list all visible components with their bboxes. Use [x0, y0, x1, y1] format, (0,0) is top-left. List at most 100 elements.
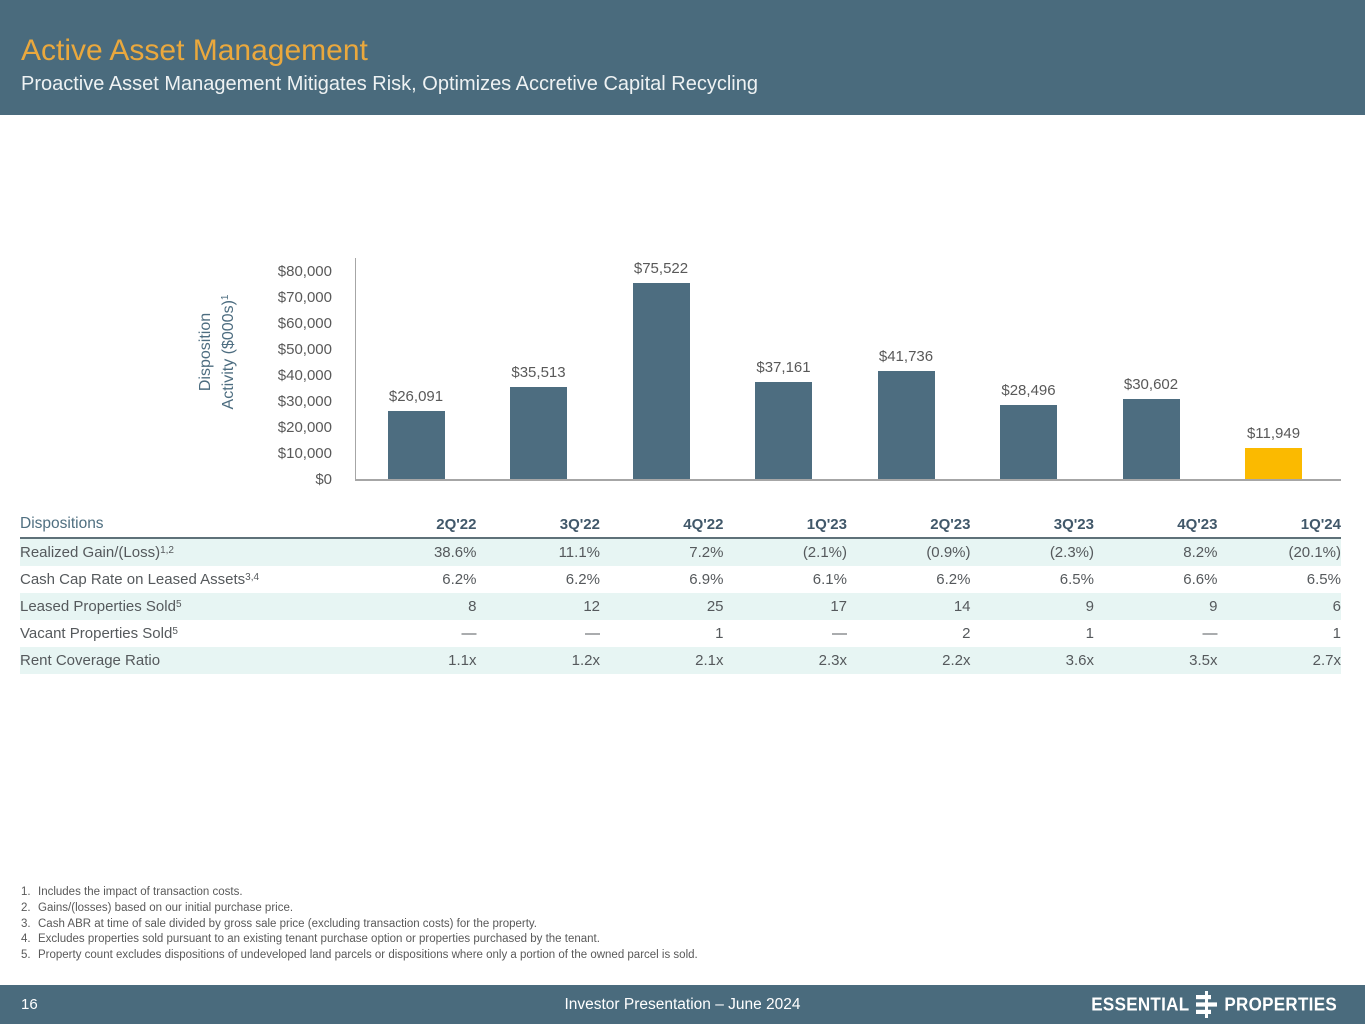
table-cell: 1	[1085, 625, 1094, 642]
quarter-column-header: 1Q'24	[1217, 511, 1341, 539]
table-cell: —	[832, 625, 847, 642]
y-axis-line	[355, 258, 356, 480]
row-label-superscript: 1,2	[160, 545, 174, 556]
table-cell: 8	[468, 598, 477, 615]
footnote-item: 5. Property count excludes dispositions o…	[21, 948, 698, 964]
table-cell: 1.1x	[448, 652, 477, 669]
y-tick-label: $30,000	[277, 393, 332, 410]
page-number: 16	[21, 996, 38, 1013]
table-cell: 2.7x	[1312, 652, 1341, 669]
footnote-text: Cash ABR at time of sale divided by gros…	[38, 917, 537, 930]
table-cell: (2.3%)	[1049, 544, 1094, 561]
table-row: Cash Cap Rate on Leased Assets3,4 6.2% 6.2…	[20, 566, 1341, 593]
table-cell: —	[461, 625, 477, 642]
chart-bar-3Q'23	[1000, 404, 1057, 479]
x-axis-line	[355, 479, 1341, 481]
row-label-text: Realized Gain/(Loss)	[20, 544, 161, 561]
table-cell: 25	[706, 598, 724, 615]
footnote-item: 1. Includes the impact of transaction cos…	[21, 885, 698, 901]
table-cell: 6	[1332, 598, 1341, 615]
footnote-text: Gains/(losses) based on our initial purc…	[38, 901, 294, 914]
chart-bar-4Q'23	[1122, 399, 1180, 479]
footnote-item: 2. Gains/(losses) based on our initial pu…	[21, 901, 698, 917]
table-header-row: Dispositions 2Q'22 3Q'22 4Q'22 1Q'23 2Q'23 3Q'…	[20, 511, 1341, 539]
table-cell: —	[1202, 625, 1218, 642]
table-cell: 2	[962, 625, 971, 642]
quarter-column-header: 1Q'23	[723, 511, 847, 539]
table-cell: 6.2%	[565, 571, 600, 588]
footnote-number: 4.	[21, 933, 31, 946]
table-cell: 2.1x	[695, 652, 724, 669]
table-cell: 6.2%	[442, 571, 477, 588]
row-label-superscript: 5	[175, 599, 182, 610]
quarter-column-header: 2Q'23	[847, 511, 971, 539]
quarter-column-header: 3Q'22	[476, 511, 600, 539]
footnotes: 1. Includes the impact of transaction cos…	[21, 885, 698, 964]
table-cell: (2.1%)	[802, 544, 847, 561]
chart-bar-3Q'22	[510, 386, 567, 479]
page-subtitle: Proactive Asset Management Mitigates Ris…	[21, 72, 758, 95]
dispositions-table: Dispositions 2Q'22 3Q'22 4Q'22 1Q'23 2Q'23 3Q'…	[20, 511, 1341, 674]
table-cell: 6.5%	[1059, 571, 1094, 588]
footnote-item: 4. Excludes properties sold pursuant to a…	[21, 932, 698, 948]
bar-value-label: $30,602	[1123, 376, 1179, 394]
bar-value-label: $28,496	[1001, 381, 1056, 399]
footnote-text: Excludes properties sold pursuant to an …	[38, 933, 600, 946]
page-title: Active Asset Management	[21, 34, 368, 67]
quarter-column-header: 4Q'23	[1094, 511, 1218, 539]
row-label: Realized Gain/(Loss)1,2	[20, 538, 353, 566]
row-label-text: Leased Properties Sold	[20, 598, 176, 615]
table-cell: 1	[715, 625, 724, 642]
table-row: Rent Coverage Ratio 1.1x 1.2x 2.1x 2.3x 2.2x 3…	[20, 647, 1341, 674]
row-label: Cash Cap Rate on Leased Assets3,4	[20, 566, 353, 593]
table-cell: 3.6x	[1065, 652, 1094, 669]
table-cell: 1	[1332, 625, 1341, 642]
table-cell: 6.9%	[689, 571, 724, 588]
footnote-text: Property count excludes dispositions of …	[38, 949, 698, 962]
table-cell: 11.1%	[558, 544, 600, 561]
table-cell: 17	[830, 598, 847, 615]
table-cell: 6.6%	[1183, 571, 1218, 588]
table-cell: 3.5x	[1189, 652, 1218, 669]
table-cell: 7.2%	[689, 544, 724, 561]
quarter-column-header: 2Q'22	[353, 511, 477, 539]
row-label-text: Vacant Properties Sold	[20, 625, 173, 642]
footer-band: 16 Investor Presentation – June 2024 ESS…	[0, 985, 1365, 1024]
logo-mark-icon	[1196, 991, 1218, 1018]
table-cell: (0.9%)	[926, 544, 971, 561]
table-row: Realized Gain/(Loss)1,2 38.6% 11.1% 7.2% (2.…	[20, 538, 1341, 566]
bar-value-label: $37,161	[756, 359, 811, 377]
footnote-number: 2.	[21, 901, 31, 914]
quarter-column-header: 4Q'22	[600, 511, 724, 539]
footnote-number: 1.	[21, 886, 31, 898]
footer-title: Investor Presentation – June 2024	[564, 996, 801, 1013]
table-cell: 2.2x	[942, 652, 971, 669]
header-band: Active Asset Management Proactive Asset …	[0, 0, 1365, 115]
table-row: Leased Properties Sold5 8 12 25 17 14 9 9 6	[20, 593, 1341, 620]
bar-value-label: $75,522	[633, 259, 689, 277]
chart-bar-2Q'22	[387, 411, 445, 479]
bar-value-label: $11,949	[1246, 424, 1301, 442]
table-row: Vacant Properties Sold5 — — 1 — 2 1 — 1	[20, 620, 1341, 647]
chart-bar-2Q'23	[877, 370, 935, 479]
table-cell: (20.1%)	[1288, 544, 1341, 561]
table-cell: 6.5%	[1306, 571, 1341, 588]
footnote-item: 3. Cash ABR at time of sale divided by gr…	[21, 917, 698, 933]
chart-bar-4Q'22	[632, 282, 690, 479]
y-tick-label: $50,000	[277, 341, 332, 358]
bar-value-label: $41,736	[878, 347, 934, 365]
chart-bar-1Q'24	[1245, 447, 1302, 479]
table-cell: 12	[583, 598, 600, 615]
table-cell: 9	[1209, 598, 1218, 615]
table-cell: —	[585, 625, 600, 642]
table-cell: 1.2x	[571, 652, 600, 669]
y-tick-label: $0	[315, 471, 332, 488]
company-logo: ESSENTIAL PROPERTIES	[1091, 985, 1337, 1024]
table-cell: 38.6%	[433, 544, 477, 561]
bar-value-label: $26,091	[388, 388, 444, 406]
dispositions-header-label: Dispositions	[20, 511, 353, 539]
y-axis-ticks: $0 $10,000 $20,000 $30,000 $40,000 $50,000 $60…	[0, 258, 332, 488]
row-label-text: Cash Cap Rate on Leased Assets	[20, 571, 246, 588]
row-label: Rent Coverage Ratio	[20, 647, 353, 674]
